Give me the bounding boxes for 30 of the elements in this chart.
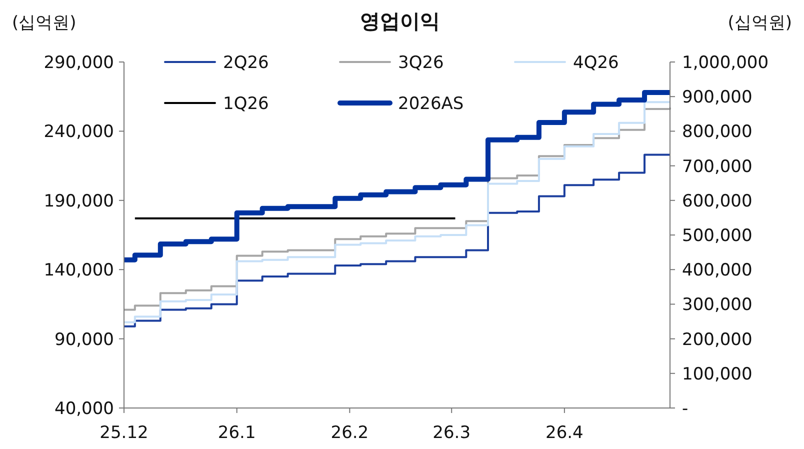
y2-tick-label: 900,000	[682, 88, 752, 108]
y2-tick-label: 500,000	[682, 226, 752, 246]
x-tick-label: 26.3	[432, 423, 471, 443]
x-tick-label: 26.4	[546, 423, 584, 443]
y2-tick-label: 400,000	[682, 260, 752, 281]
legend-label: 2026AS	[398, 94, 464, 114]
legend-label: 2Q26	[223, 52, 269, 73]
y2-tick-label: 700,000	[682, 156, 752, 177]
legend-label: 3Q26	[398, 52, 444, 73]
legend-label: 4Q26	[573, 52, 619, 73]
y2-axis-title: (십억원)	[728, 13, 792, 33]
y2-tick-label: 600,000	[682, 191, 752, 212]
y2-tick-label: 1,000,000	[682, 52, 769, 73]
y-tick-label: 90,000	[54, 330, 114, 350]
y2-tick-label: 100,000	[682, 364, 752, 384]
x-tick-label: 26.1	[218, 423, 256, 443]
y-tick-label: 40,000	[54, 398, 114, 419]
x-tick-label: 26.2	[330, 423, 369, 443]
y2-tick-label: 800,000	[682, 122, 752, 142]
y-tick-label: 190,000	[44, 191, 114, 212]
y2-tick-label: -	[682, 398, 688, 419]
chart-title: 영업이익	[360, 9, 440, 33]
y-axis-title: (십억원)	[12, 13, 76, 33]
y2-tick-label: 300,000	[682, 295, 752, 316]
y2-tick-label: 200,000	[682, 330, 752, 350]
legend-label: 1Q26	[223, 94, 269, 114]
y-tick-label: 290,000	[44, 52, 114, 73]
y-tick-label: 240,000	[44, 122, 114, 142]
x-tick-label: 25.12	[100, 423, 148, 443]
y-tick-label: 140,000	[44, 260, 114, 281]
